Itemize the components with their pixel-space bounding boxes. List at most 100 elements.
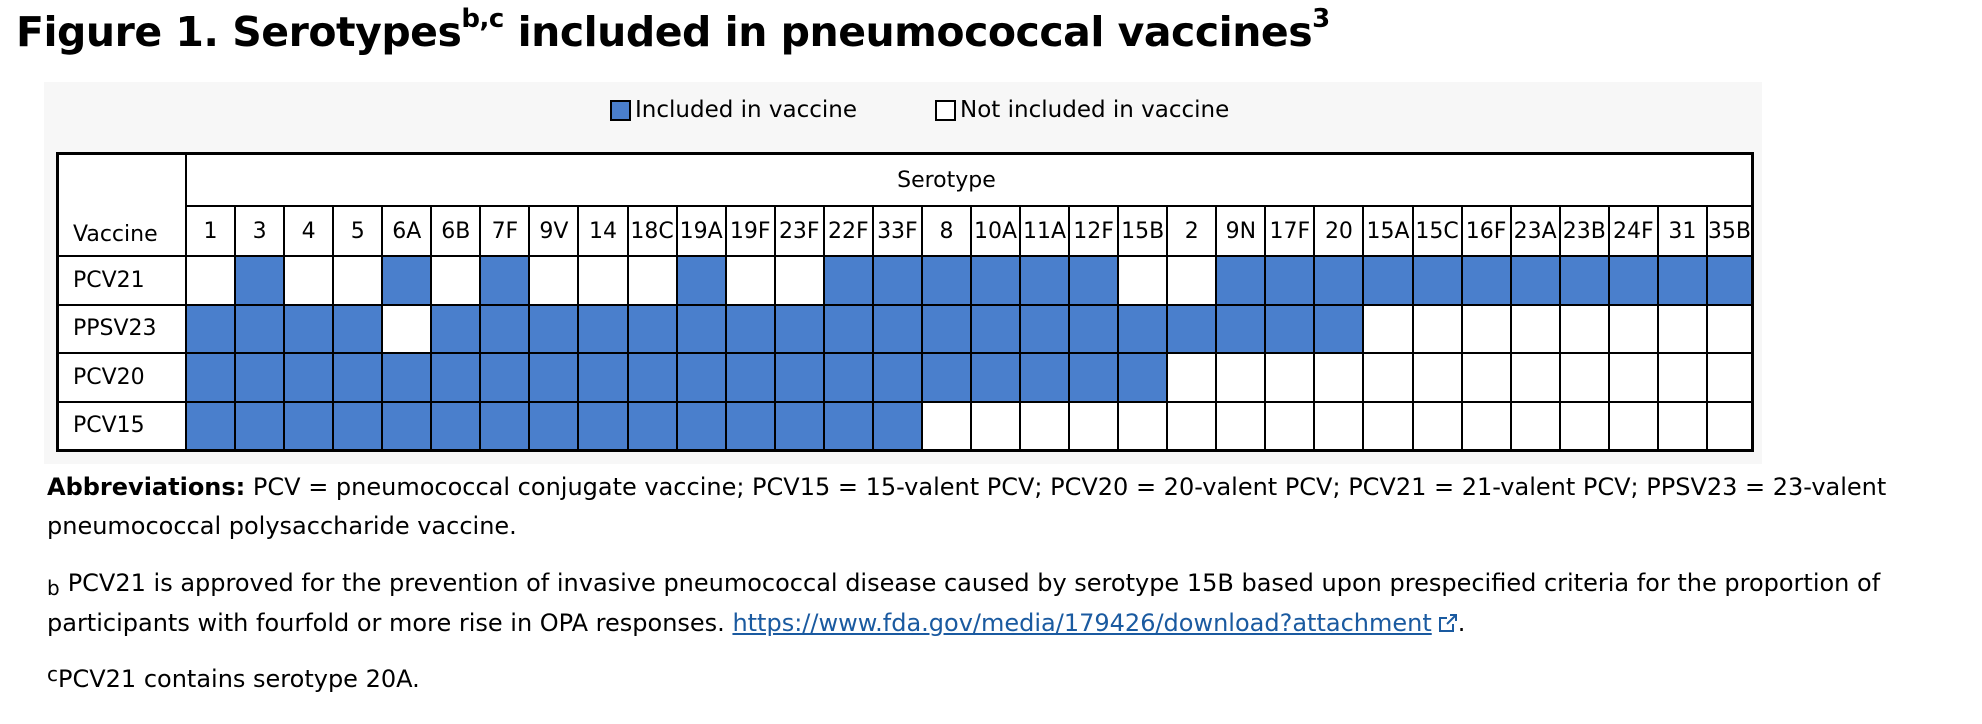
legend-item-included: Included in vaccine [610, 97, 857, 123]
included-cell [1068, 255, 1118, 304]
included-cell [1117, 303, 1167, 352]
included-cell [822, 400, 872, 449]
included-cell [871, 255, 921, 304]
included-cell [1215, 255, 1265, 304]
serotype-header-cell: 16F [1460, 205, 1510, 255]
legend: Included in vaccine Not included in vacc… [610, 97, 1307, 123]
not-included-cell [1411, 400, 1461, 449]
serotype-header-cell: 23F [773, 205, 823, 255]
not-included-cell [920, 400, 970, 449]
not-included-cell [1362, 400, 1412, 449]
serotype-header-cell: 23B [1558, 205, 1608, 255]
included-cell [773, 352, 823, 401]
included-cell [577, 303, 627, 352]
not-included-cell [1460, 400, 1510, 449]
included-cell [430, 303, 480, 352]
not-included-cell [1411, 303, 1461, 352]
included-cell [1264, 255, 1314, 304]
included-cell [1607, 255, 1657, 304]
included-cell [234, 352, 284, 401]
fda-link[interactable]: https://www.fda.gov/media/179426/downloa… [732, 609, 1432, 637]
serotype-header-cell: 31 [1656, 205, 1706, 255]
figure-title: Figure 1. Serotypesb,c included in pneum… [16, 4, 1330, 56]
included-cell [185, 303, 235, 352]
included-cell [969, 352, 1020, 401]
included-cell [283, 400, 333, 449]
not-included-cell [1705, 400, 1751, 449]
included-cell [381, 400, 431, 449]
included-cell [871, 352, 921, 401]
not-included-cell [1166, 255, 1216, 304]
footnote-b-marker: b [47, 576, 60, 600]
included-cell [381, 352, 431, 401]
included-cell [1019, 352, 1069, 401]
included-cell [528, 400, 578, 449]
not-included-cell [185, 255, 235, 304]
not-included-cell [430, 255, 480, 304]
not-included-cell [1215, 400, 1265, 449]
included-cell [430, 400, 480, 449]
included-cell [675, 352, 725, 401]
serotype-header-cell: 2 [1166, 205, 1216, 255]
not-included-cell [1068, 400, 1118, 449]
included-cell [528, 303, 578, 352]
serotype-header-cell: 12F [1068, 205, 1118, 255]
included-swatch [610, 99, 631, 121]
not-included-cell [381, 303, 431, 352]
serotype-header-cell: 8 [920, 205, 970, 255]
included-cell [577, 352, 627, 401]
serotype-header-cell: 6A [381, 205, 431, 255]
included-cell [234, 255, 284, 304]
serotype-header-cell: 35B [1705, 205, 1751, 255]
included-cell [1019, 303, 1069, 352]
not-included-cell [1656, 400, 1706, 449]
not-included-cell [1656, 303, 1706, 352]
serotype-header-cell: 9V [528, 205, 578, 255]
vaccine-row-label: PCV20 [59, 352, 185, 401]
serotype-header-cell: 6B [430, 205, 480, 255]
vaccine-row-label: PCV15 [59, 400, 185, 450]
footnote-c-marker: c [47, 662, 58, 686]
vaccine-column-header: Vaccine [73, 222, 158, 247]
not-included-cell [1460, 352, 1510, 401]
abbreviations-text: PCV = pneumococcal conjugate vaccine; PC… [47, 473, 1887, 540]
not-included-cell [577, 255, 627, 304]
included-cell [185, 400, 235, 449]
included-cell [626, 400, 676, 449]
included-cell [1019, 255, 1069, 304]
not-included-cell [1362, 303, 1412, 352]
not-included-cell [1166, 352, 1216, 401]
included-cell [1166, 303, 1216, 352]
included-cell [528, 352, 578, 401]
title-reference-marker: 3 [1312, 4, 1330, 34]
not-included-cell [1019, 400, 1069, 449]
included-cell [479, 400, 529, 449]
included-cell [969, 303, 1020, 352]
not-included-cell [1509, 352, 1559, 401]
serotype-header-cell: 14 [577, 205, 627, 255]
included-cell [479, 303, 529, 352]
included-cell [724, 352, 774, 401]
not-included-cell [1215, 352, 1265, 401]
included-cell [1264, 303, 1314, 352]
not-included-cell [1558, 303, 1608, 352]
external-link-icon[interactable] [1438, 613, 1458, 633]
serotype-header-cell: 9N [1215, 205, 1265, 255]
not-included-cell [1117, 255, 1167, 304]
serotype-header-cell: 7F [479, 205, 529, 255]
not-included-swatch [935, 99, 957, 121]
legend-included-label: Included in vaccine [635, 97, 858, 123]
included-cell [724, 400, 774, 449]
serotype-header-cell: 17F [1264, 205, 1314, 255]
not-included-cell [283, 255, 333, 304]
serotype-header-cell: 15B [1117, 205, 1167, 255]
included-cell [1460, 255, 1510, 304]
included-cell [626, 303, 676, 352]
included-cell [1656, 255, 1706, 304]
included-cell [1215, 303, 1265, 352]
included-cell [822, 352, 872, 401]
included-cell [1411, 255, 1461, 304]
abbreviations-note: Abbreviations: PCV = pneumococcal conjug… [47, 468, 1947, 546]
included-cell [185, 352, 235, 401]
footnotes: Abbreviations: PCV = pneumococcal conjug… [47, 468, 1947, 700]
